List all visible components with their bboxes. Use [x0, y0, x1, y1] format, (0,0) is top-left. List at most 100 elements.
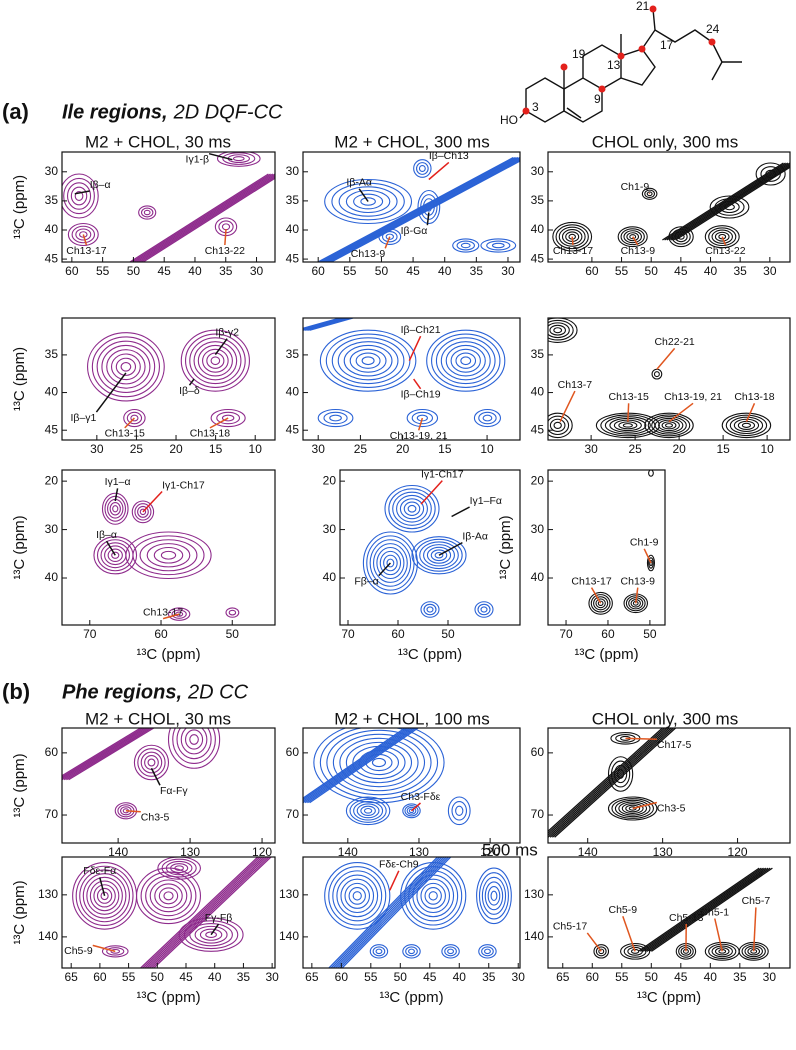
contour-level: [480, 606, 488, 613]
peak-label: Ch13-18: [190, 428, 230, 440]
peak-label: Iγ1-Ch17: [421, 468, 464, 480]
peak-label: Ch13-15: [609, 391, 649, 403]
y-tick-label: 45: [531, 251, 545, 265]
y-tick-label: 20: [45, 473, 59, 487]
contour-level: [125, 531, 212, 580]
panel: 140 130 120 60 70 Ch3-Fδε: [286, 727, 521, 859]
contour-level: [721, 412, 772, 439]
contour-level: [348, 886, 366, 905]
y-tick-label: 70: [286, 807, 300, 821]
contour-level: [419, 541, 459, 570]
diagonal-ridge: [551, 728, 674, 838]
contour-level: [418, 165, 426, 172]
contour-level: [400, 861, 467, 930]
contour-level: [161, 858, 197, 878]
contour-level: [590, 594, 611, 613]
x-tick-label: 60: [154, 627, 168, 641]
contour-level: [66, 182, 92, 210]
contour-level: [323, 411, 348, 425]
contour-level: [653, 371, 660, 378]
contour-level: [371, 757, 387, 768]
contour-level: [154, 883, 183, 909]
contour-level: [480, 238, 517, 253]
contour-level: [71, 225, 96, 244]
contour-level: [360, 197, 376, 206]
leader-line: [721, 236, 727, 246]
diagonal-ridge: [129, 173, 269, 262]
contour-level: [623, 593, 648, 614]
x-axis-label: ¹³C (ppm): [637, 989, 701, 1006]
atom-label: 21: [636, 0, 650, 13]
x-axis-label: ¹³C (ppm): [398, 646, 462, 663]
contour-level: [671, 228, 691, 245]
leader-line: [411, 802, 421, 812]
y-tick-label: 30: [531, 522, 545, 536]
contour-level: [134, 503, 152, 521]
peak-label: Iβ–Ch21: [401, 324, 441, 336]
x-tick-label: 30: [312, 442, 326, 456]
peak-label: Iβ–Ch19: [401, 389, 441, 401]
column-title: M2 + CHOL, 30 ms: [85, 709, 231, 728]
y-tick-label: 45: [286, 422, 300, 436]
y-tick-label: 45: [45, 422, 59, 436]
contour-level: [349, 348, 387, 373]
y-tick-label: 40: [286, 385, 300, 399]
diagonal-ridge: [140, 857, 259, 968]
contour-level: [629, 234, 637, 240]
x-axis-label: ¹³C (ppm): [136, 646, 200, 663]
x-tick-label: 25: [628, 442, 642, 456]
contour-level: [484, 881, 504, 911]
peak-label: Ch13-15: [105, 428, 145, 440]
x-tick-label: 60: [93, 970, 107, 984]
contour-level: [167, 607, 191, 621]
contour-level: [724, 203, 735, 211]
diagonal-ridge: [66, 728, 152, 781]
y-tick-label: 40: [45, 570, 59, 584]
panel: 30 25 20 15 10 35 40 45 ¹³C (ppm) Iβ-γ2 Iβ–γ1 Iβ–δ C…: [11, 317, 276, 456]
leader-line: [210, 923, 220, 936]
x-tick-label: 15: [438, 442, 452, 456]
y-tick-label: 40: [531, 570, 545, 584]
leader-line: [438, 541, 463, 556]
contour-level: [176, 728, 212, 760]
contour-level: [366, 535, 415, 591]
atom-dot: [708, 38, 716, 46]
diagonal-ridge: [142, 177, 275, 262]
contour-level: [626, 232, 640, 242]
x-axis-label: ¹³C (ppm): [574, 646, 638, 663]
column-title: CHOL only, 300 ms: [592, 132, 738, 151]
peak-label: Iβ-Gα: [401, 225, 428, 237]
diagonal-ridge: [136, 173, 275, 262]
contour-level: [450, 348, 481, 373]
peak-label: Ch13-22: [205, 245, 245, 257]
leader-line: [656, 347, 676, 370]
contour-level: [232, 156, 245, 162]
diagonal-ridge: [330, 160, 520, 262]
diagonal-ridge: [332, 857, 443, 968]
diagonal-ridge: [131, 173, 271, 262]
plot-frame: [302, 317, 521, 441]
contour-level: [481, 876, 507, 915]
contour-level: [595, 598, 606, 609]
x-tick-label: 65: [556, 970, 570, 984]
peak-label: Ch17-5: [657, 739, 692, 751]
contour-level: [416, 878, 451, 914]
contour-level: [382, 231, 398, 243]
contour-level: [62, 173, 99, 219]
contour-level: [620, 228, 645, 246]
contour-level: [227, 154, 250, 163]
diagonal-ridge: [554, 728, 677, 838]
x-tick-label: 40: [453, 970, 467, 984]
panel: 65 60 55 50 45 40 35 30 130 140 ¹³C (ppm) Ch5-17 Ch5…: [524, 856, 791, 1006]
contour-level: [63, 177, 95, 215]
contour-level: [137, 748, 166, 777]
contour-level: [149, 879, 188, 913]
x-tick-label: 45: [423, 970, 437, 984]
contour-level: [412, 874, 455, 918]
contour-level: [621, 803, 644, 814]
contour-level: [714, 231, 730, 242]
contour-level: [704, 225, 740, 249]
peak-label: Ch5-7: [742, 895, 771, 907]
peak-label: Iβ-γ2: [215, 326, 239, 338]
plot-frame: [302, 151, 521, 263]
